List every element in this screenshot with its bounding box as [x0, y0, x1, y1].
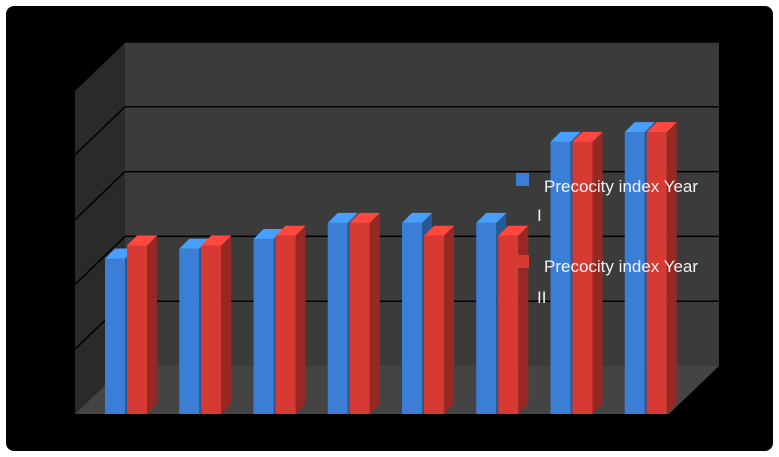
bar-s2-3: [275, 225, 306, 414]
bar-side: [518, 225, 529, 414]
bar-s2-6: [498, 225, 529, 414]
bar-side: [666, 122, 677, 415]
legend-label-year-1-line2: I: [537, 206, 542, 225]
legend-label-year-2-line1: Precocity index Year: [544, 257, 698, 276]
bar-top: [476, 212, 507, 223]
bar-front: [646, 132, 667, 414]
gridline-side: [74, 171, 126, 221]
bar-front: [275, 235, 296, 414]
bar-top: [201, 235, 232, 246]
bars-layer: [105, 122, 677, 415]
bar-side: [221, 235, 232, 414]
bar-top: [572, 131, 603, 142]
bar-s2-4: [349, 212, 380, 414]
bar-top: [550, 131, 581, 142]
bar-front: [201, 245, 222, 414]
bar-front: [498, 235, 519, 414]
bar-side: [592, 131, 603, 414]
bar-front: [424, 235, 444, 414]
bar-top: [624, 122, 655, 133]
bar-front: [550, 141, 571, 414]
bar-front: [127, 245, 147, 414]
bar-top: [327, 212, 358, 223]
bar-front: [624, 132, 645, 414]
bar-front: [476, 222, 497, 414]
bar-front: [349, 222, 370, 414]
bar-top: [498, 225, 529, 236]
legend-label-year-2-line2: II: [537, 288, 546, 307]
legend: Precocity index Year I Precocity index Y…: [516, 173, 698, 307]
bar-s2-1: [127, 235, 157, 414]
bar-front: [179, 248, 200, 414]
bar-side: [295, 225, 306, 414]
bar-top: [349, 212, 380, 223]
bar-s2-2: [201, 235, 232, 414]
gridline-side: [74, 106, 126, 156]
bar-side: [369, 212, 380, 414]
legend-label-year-1-line1: Precocity index Year: [544, 177, 698, 196]
bar-s2-8: [646, 122, 677, 415]
legend-marker-year-1: [516, 173, 529, 186]
bar-front: [572, 141, 593, 414]
bar-top: [402, 212, 432, 223]
bar-top: [646, 122, 677, 133]
bar-top: [424, 225, 454, 236]
bar-side: [444, 225, 454, 414]
floor: [75, 366, 719, 414]
bar-front: [105, 258, 125, 414]
bar-side: [147, 235, 157, 414]
bar-top: [275, 225, 306, 236]
bar-front: [402, 222, 422, 414]
plot-area: [74, 41, 719, 414]
bar-s2-7: [572, 131, 603, 414]
gridline-side: [74, 41, 126, 91]
legend-marker-year-2: [516, 255, 529, 268]
bar-front: [253, 239, 274, 414]
bar-s2-5: [424, 225, 454, 414]
bar-front: [327, 222, 348, 414]
bar-top: [127, 235, 157, 246]
gridline-side: [74, 235, 126, 285]
